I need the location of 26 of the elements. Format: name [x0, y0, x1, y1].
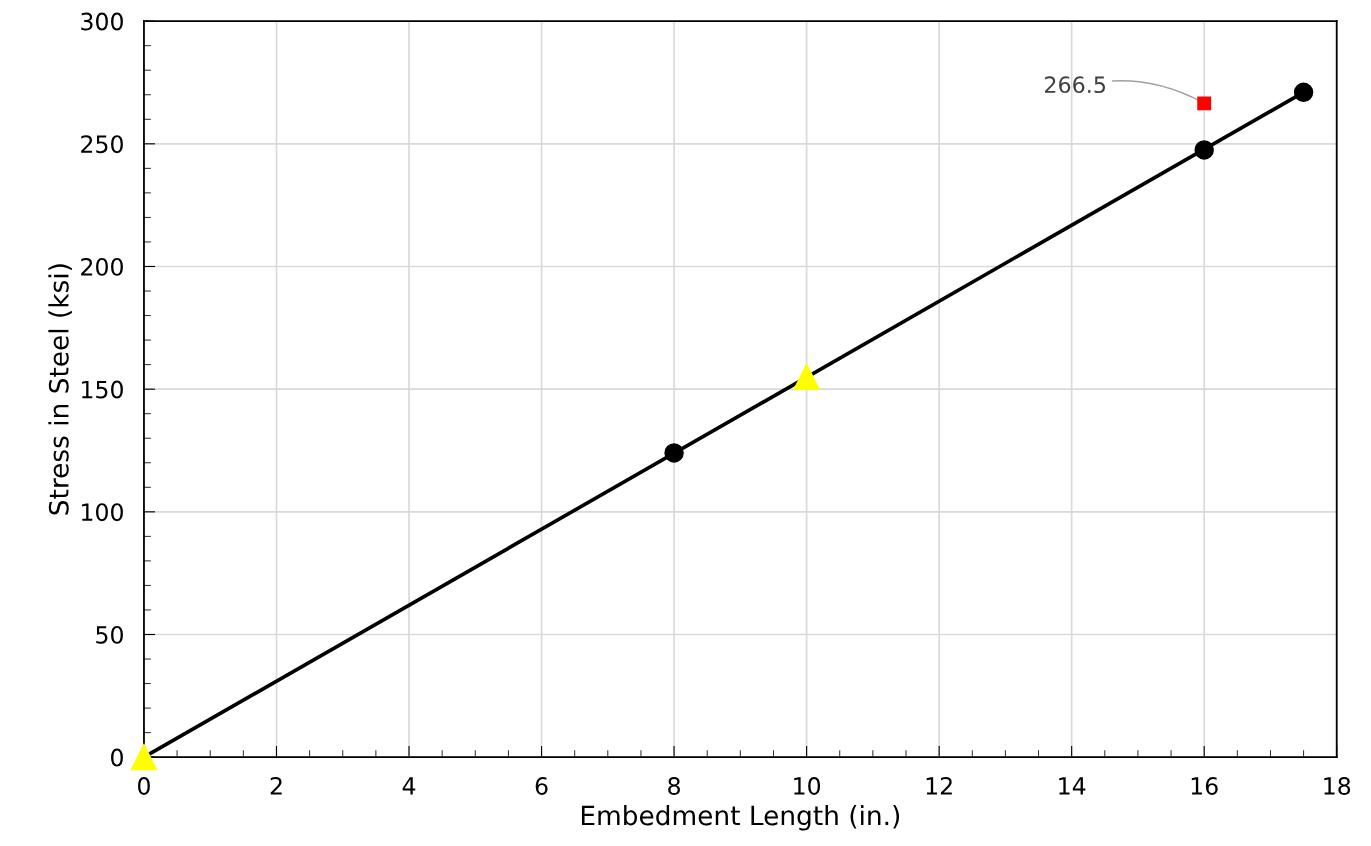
point [1194, 140, 1214, 160]
point [664, 443, 684, 463]
x-axis-title: Embedment Length (in.) [581, 805, 900, 831]
x-tick-label: 12 [926, 777, 952, 795]
y-tick-label: 200 [81, 257, 123, 276]
point [1293, 82, 1314, 103]
x-tick-label: 2 [270, 777, 282, 795]
y-tick-label: 50 [96, 625, 123, 644]
annotation: 266.5 [1044, 76, 1106, 94]
point [130, 743, 158, 771]
y-tick-label: 250 [81, 135, 123, 154]
y-tick-label: 300 [81, 12, 123, 31]
point [1197, 96, 1212, 111]
y-tick-label: 0 [111, 748, 123, 767]
x-tick-label: 6 [535, 777, 548, 795]
x-tick-label: 0 [138, 777, 150, 795]
point [793, 363, 820, 391]
y-tick-label: 150 [82, 380, 123, 399]
x-tick-label: 4 [402, 777, 416, 795]
x-tick-label: 10 [794, 777, 821, 795]
y-axis-title: Stress in Steel (ksi) [48, 264, 72, 515]
x-tick-label: 14 [1059, 777, 1086, 795]
x-tick-label: 16 [1191, 777, 1218, 795]
x-tick-label: 8 [668, 777, 680, 795]
x-tick-label: 18 [1324, 777, 1351, 795]
y-tick-label: 100 [82, 503, 123, 522]
